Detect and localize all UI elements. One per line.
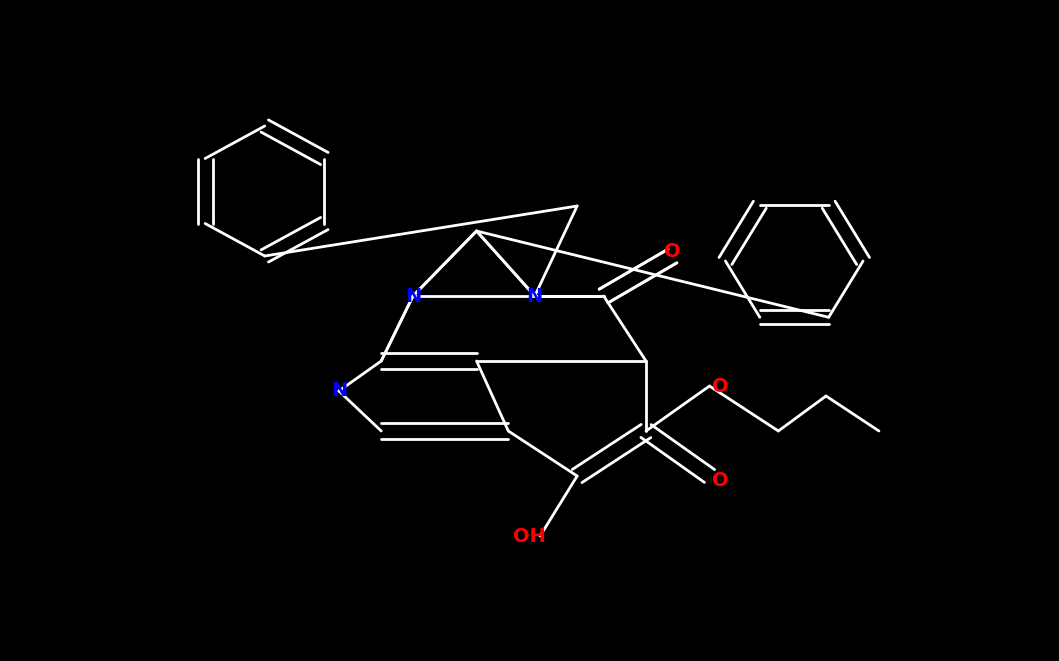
- Text: N: N: [526, 286, 543, 305]
- Text: O: O: [664, 241, 681, 260]
- Text: O: O: [712, 377, 729, 395]
- Text: N: N: [330, 381, 347, 401]
- Text: N: N: [405, 286, 421, 305]
- Text: O: O: [712, 471, 729, 490]
- Text: OH: OH: [513, 527, 546, 545]
